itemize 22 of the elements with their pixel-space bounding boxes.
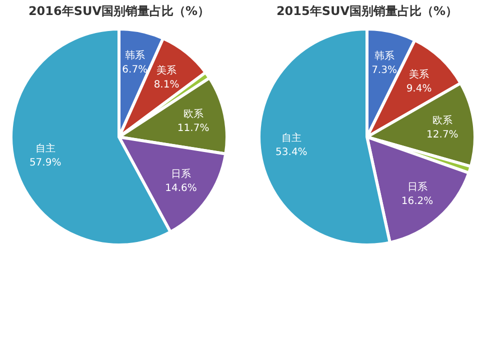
slice-label: 韩系 bbox=[124, 50, 145, 62]
data-label: 7.3% bbox=[372, 64, 397, 76]
data-label: 57.9% bbox=[29, 158, 62, 169]
data-label: 53.4% bbox=[276, 147, 308, 158]
data-label: 14.6% bbox=[165, 182, 197, 194]
data-label: 16.2% bbox=[401, 196, 434, 208]
slice-label: 日系 bbox=[171, 168, 192, 180]
data-label: 9.4% bbox=[406, 84, 432, 95]
data-label: 8.1% bbox=[154, 80, 180, 91]
data-label: 11.7% bbox=[177, 123, 210, 134]
slice-label: 欧系 bbox=[432, 114, 452, 127]
slice-label: 自主 bbox=[35, 142, 56, 155]
data-label: 6.7% bbox=[122, 64, 148, 76]
slice-label: 欧系 bbox=[183, 108, 204, 120]
slice-label: 自主 bbox=[281, 132, 302, 144]
data-label: 12.7% bbox=[426, 130, 458, 141]
slice-label: 韩系 bbox=[374, 50, 394, 62]
chart-title: 2015年SUV国别销量占比（%） bbox=[276, 4, 458, 18]
slice-label: 美系 bbox=[156, 64, 177, 77]
chart-title: 2016年SUV国别销量占比（%） bbox=[28, 4, 210, 18]
slice-label: 日系 bbox=[407, 181, 428, 194]
slice-label: 美系 bbox=[409, 68, 430, 81]
